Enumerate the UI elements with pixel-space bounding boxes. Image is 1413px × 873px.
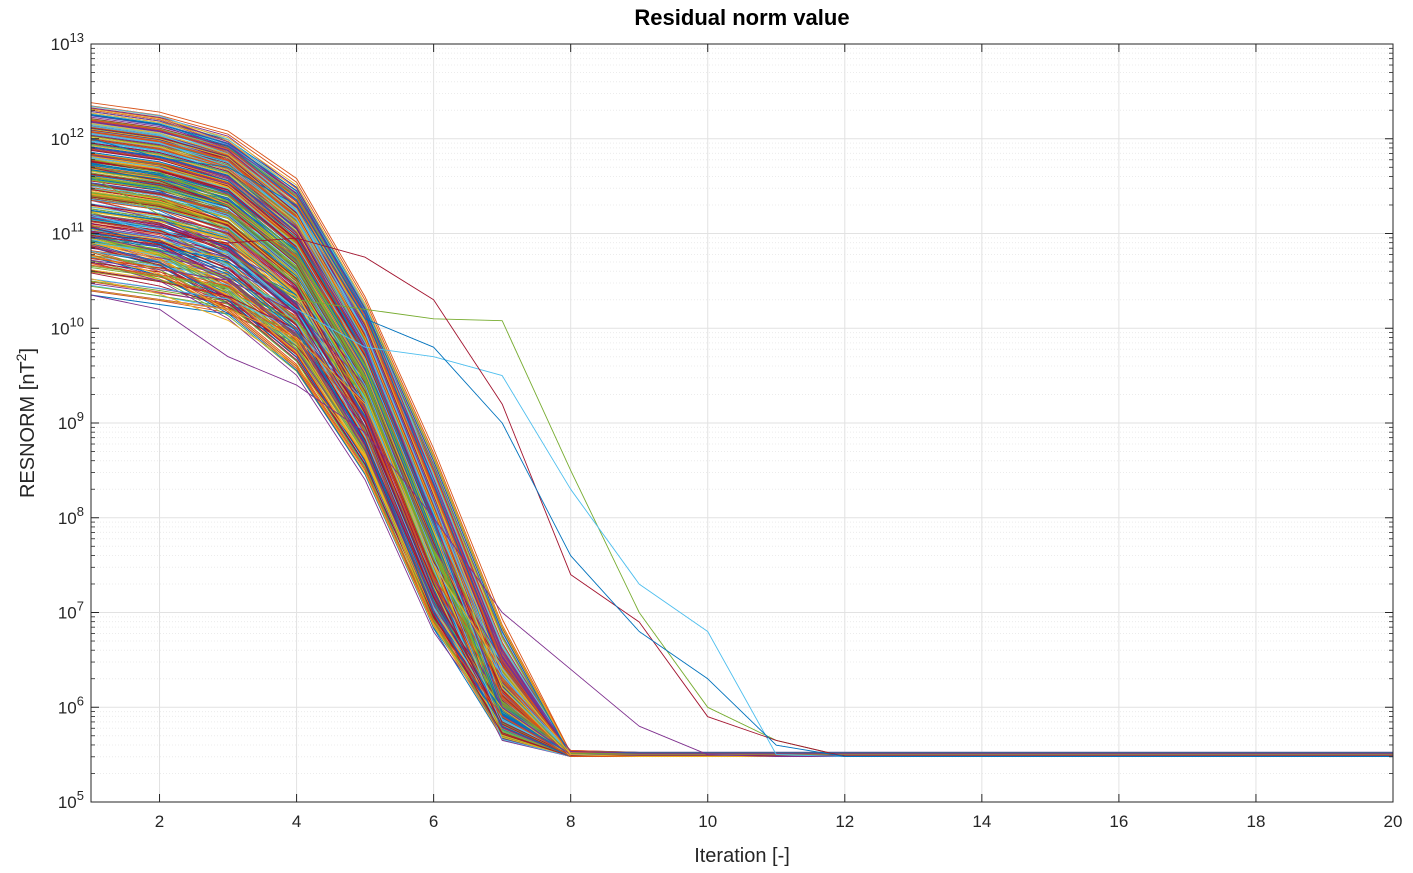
y-tick-exp: 11	[71, 220, 85, 235]
y-axis-label-base: RESNORM [nT	[17, 361, 39, 498]
y-tick-label: 106	[58, 693, 84, 717]
y-axis-label-sup: 2	[13, 353, 29, 361]
y-tick-exp: 13	[70, 30, 84, 45]
x-tick-label: 16	[1109, 812, 1128, 831]
y-tick-base: 10	[58, 793, 77, 812]
y-tick-exp: 10	[70, 314, 84, 329]
x-tick-label: 18	[1246, 812, 1265, 831]
x-tick-label: 12	[835, 812, 854, 831]
y-tick-label: 1012	[51, 125, 84, 149]
x-tick-label: 6	[429, 812, 438, 831]
y-tick-base: 10	[58, 509, 77, 528]
y-tick-label: 107	[58, 599, 84, 623]
y-tick-base: 10	[52, 225, 71, 244]
y-tick-exp: 12	[70, 125, 84, 140]
y-tick-exp: 8	[77, 504, 84, 519]
y-tick-base: 10	[51, 35, 70, 54]
series-line	[90, 259, 1393, 754]
y-tick-exp: 6	[77, 693, 84, 708]
y-tick-exp: 9	[77, 409, 84, 424]
y-tick-exp: 7	[77, 599, 84, 614]
series-line-run-15	[90, 138, 1393, 757]
y-tick-label: 108	[58, 504, 84, 528]
x-tick-label: 20	[1384, 812, 1403, 831]
series-group	[90, 102, 1393, 757]
y-tick-label: 105	[58, 788, 84, 812]
y-tick-base: 10	[51, 130, 70, 149]
x-ticks: 2 4 6 8 10 12 14 16 18 20	[155, 44, 1403, 831]
x-tick-label: 8	[566, 812, 575, 831]
x-tick-label: 4	[292, 812, 301, 831]
chart-title: Residual norm value	[634, 5, 849, 30]
x-tick-label: 10	[698, 812, 717, 831]
series-line	[90, 108, 1393, 756]
y-tick-base: 10	[51, 319, 70, 338]
x-axis-label: Iteration [-]	[694, 845, 790, 867]
series-line	[90, 114, 1393, 753]
y-tick-base: 10	[58, 698, 77, 717]
x-tick-label: 14	[972, 812, 991, 831]
y-tick-base: 10	[58, 604, 77, 623]
y-tick-label: 109	[58, 409, 84, 433]
y-tick-base: 10	[58, 414, 77, 433]
x-tick-label: 2	[155, 812, 164, 831]
y-axis-label: RESNORM [nT2]	[13, 348, 39, 498]
y-axis-label-end: ]	[17, 348, 39, 354]
y-tick-label: 1011	[52, 220, 84, 244]
y-tick-label: 1013	[51, 30, 84, 54]
y-tick-label: 1010	[51, 314, 84, 338]
y-tick-exp: 5	[77, 788, 84, 803]
